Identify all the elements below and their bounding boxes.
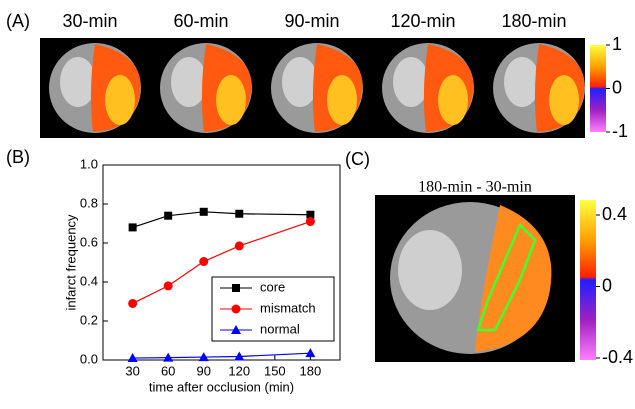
- colorbar-label: -0.4: [602, 347, 633, 367]
- lesion-core: [438, 75, 468, 125]
- figure: (A) (B) (C) 180-min - 30-min 30-min 60-mi…: [0, 0, 635, 404]
- column-title: 180-min: [501, 11, 566, 31]
- series-line: [133, 212, 311, 228]
- y-tick-label: 0.8: [80, 195, 98, 210]
- colorbar-label: 0: [602, 275, 612, 295]
- colorbar: [580, 200, 596, 360]
- lesion-core: [549, 75, 579, 125]
- x-tick-label: 60: [161, 363, 175, 378]
- marker: [235, 241, 244, 250]
- y-tick-label: 1.0: [80, 156, 98, 171]
- column-title: 30-min: [62, 11, 117, 31]
- legend-label: normal: [260, 321, 300, 336]
- column-title: 60-min: [173, 11, 228, 31]
- panel-label: (C): [345, 149, 370, 169]
- colorbar-label: 1: [612, 34, 622, 54]
- marker: [199, 257, 208, 266]
- x-tick-label: 180: [300, 363, 322, 378]
- colorbar: [590, 45, 606, 132]
- x-tick-label: 120: [228, 363, 250, 378]
- marker: [232, 305, 241, 314]
- lesion-core: [216, 75, 246, 125]
- y-tick-label: 0.0: [80, 351, 98, 366]
- legend-label: mismatch: [260, 300, 316, 315]
- x-tick-label: 30: [125, 363, 139, 378]
- marker: [129, 223, 137, 231]
- column-title: 90-min: [284, 11, 339, 31]
- marker: [232, 284, 240, 292]
- series-line: [133, 353, 311, 358]
- panel-title: 180-min - 30-min: [418, 179, 532, 196]
- y-tick-label: 0.2: [80, 312, 98, 327]
- marker: [235, 210, 243, 218]
- y-tick-label: 0.6: [80, 234, 98, 249]
- marker: [306, 217, 315, 226]
- brain-detail: [504, 57, 540, 107]
- brain-detail: [282, 57, 318, 107]
- brain-detail: [393, 57, 429, 107]
- lesion-core: [105, 75, 135, 125]
- column-title: 120-min: [390, 11, 455, 31]
- marker: [128, 299, 137, 308]
- colorbar-label: 0.4: [602, 204, 627, 224]
- legend-label: core: [260, 279, 285, 294]
- colorbar-label: 0: [612, 77, 622, 97]
- y-axis-label: infarct frequency: [63, 214, 78, 311]
- marker: [164, 281, 173, 290]
- x-axis-label: time after occlusion (min): [149, 379, 294, 394]
- panel-label: (A): [6, 11, 30, 31]
- colorbar-label: -1: [612, 121, 628, 141]
- marker: [305, 348, 315, 357]
- x-tick-label: 90: [196, 363, 210, 378]
- x-tick-label: 150: [264, 363, 286, 378]
- brain-detail: [60, 57, 96, 107]
- brain-detail: [171, 57, 207, 107]
- brain-detail: [398, 230, 462, 310]
- panel-label: (B): [6, 147, 30, 167]
- marker: [164, 212, 172, 220]
- lesion-core: [327, 75, 357, 125]
- marker: [200, 208, 208, 216]
- y-tick-label: 0.4: [80, 273, 98, 288]
